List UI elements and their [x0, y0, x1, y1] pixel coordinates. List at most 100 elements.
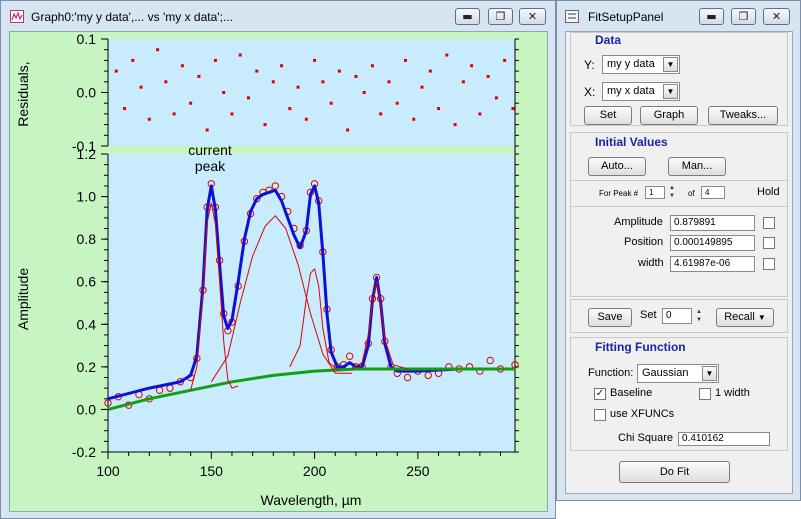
residual-point [189, 101, 193, 105]
man-button[interactable]: Man... [668, 157, 726, 176]
width-label: width [638, 257, 664, 269]
residual-point [304, 117, 308, 121]
graph-icon [10, 10, 24, 23]
use-xfuncs-label: use XFUNCs [610, 408, 675, 420]
peak-stepper-icon[interactable]: ▲ ▼ [669, 185, 675, 199]
chevron-down-icon: ▼ [663, 84, 678, 99]
x-axis-label: Wavelength, µm [261, 492, 362, 508]
graph-titlebar[interactable]: Graph0:'my y data',... vs 'my x data';..… [1, 1, 555, 31]
x-tick-label: 250 [406, 463, 430, 479]
residual-point [230, 112, 234, 116]
save-button[interactable]: Save [588, 308, 632, 327]
hold-amplitude-checkbox[interactable] [763, 217, 775, 229]
panel-icon [565, 10, 579, 23]
panel-body: Data Y: my y data ▼ X: my x data ▼ Set G… [565, 31, 793, 494]
peak2-line [210, 215, 352, 383]
panel-minimize-button[interactable]: ▬ [699, 8, 724, 25]
one-width-checkbox[interactable] [699, 388, 711, 400]
graph-window-title: Graph0:'my y data',... vs 'my x data';..… [31, 10, 233, 24]
residual-point [404, 58, 408, 62]
residual-point [395, 101, 399, 105]
x-data-popup[interactable]: my x data ▼ [602, 82, 680, 101]
panel-close-button[interactable]: ✕ [763, 8, 790, 25]
graph-window: Graph0:'my y data',... vs 'my x data';..… [0, 0, 556, 519]
residual-point [164, 80, 168, 84]
baseline-line [107, 367, 515, 411]
hold-position-checkbox[interactable] [763, 237, 775, 249]
recall-button-label: Recall [724, 311, 755, 323]
position-field[interactable]: 0.000149895 [670, 235, 755, 251]
divider [571, 206, 787, 207]
residual-point [222, 91, 226, 94]
x-label: X: [584, 85, 596, 99]
fit-setup-panel-window: FitSetupPanel ▬ ❐ ✕ Data Y: my y data ▼ … [556, 0, 801, 501]
amplitude-label: Amplitude [614, 216, 663, 228]
residual-point [180, 64, 184, 68]
y-label: Y: [584, 58, 595, 72]
function-popup[interactable]: Gaussian ▼ [637, 364, 719, 383]
restore-button[interactable]: ❐ [488, 8, 513, 25]
residual-point [123, 107, 127, 111]
peak-total-value: 4 [705, 188, 710, 197]
chi-square-value: 0.410162 [682, 433, 724, 444]
minimize-button[interactable]: ▬ [455, 8, 480, 25]
residual-y-tick-label: -0.1 [72, 138, 96, 154]
set-stepper-icon[interactable]: ▲ ▼ [696, 309, 702, 323]
use-xfuncs-checkbox[interactable] [594, 409, 606, 421]
peak-number-field[interactable]: 1 [645, 186, 665, 199]
peak3-line [289, 268, 340, 372]
residual-point [453, 123, 457, 127]
residual-point [172, 112, 176, 116]
fit-line [107, 184, 515, 401]
amplitude-value: 0.879891 [674, 217, 716, 228]
main-plot-area [108, 154, 515, 452]
residual-point [486, 74, 490, 78]
annotation-current: current [188, 142, 232, 158]
data-point [486, 356, 494, 365]
peak-number-value: 1 [649, 188, 654, 197]
residuals-plot-area [108, 39, 515, 146]
panel-restore-button[interactable]: ❐ [731, 8, 756, 25]
y-tick-label: 1.0 [77, 189, 97, 205]
residual-point [280, 64, 284, 68]
function-value: Gaussian [642, 367, 689, 379]
initial-values-section: Initial Values Auto... Man... For Peak #… [570, 132, 788, 297]
tweaks-button[interactable]: Tweaks... [708, 106, 778, 125]
baseline-checkbox[interactable]: ✓ [594, 388, 606, 400]
residual-point [263, 123, 267, 127]
residual-point [197, 74, 201, 78]
set-number-value: 0 [666, 310, 672, 321]
data-point [403, 373, 412, 382]
residual-point [494, 96, 498, 100]
graph-area: 100 150 200 250 1.2 1.0 0.8 0.6 0.4 0.2 0.0 -0.2 0.1… [9, 31, 548, 512]
auto-button[interactable]: Auto... [588, 157, 646, 176]
for-peak-label: For Peak # [599, 189, 639, 198]
y-data-popup[interactable]: my y data ▼ [602, 55, 680, 74]
residual-point [139, 85, 143, 89]
hold-width-checkbox[interactable] [763, 258, 775, 270]
y-tick-label: -0.2 [72, 444, 96, 460]
residual-point [147, 117, 151, 121]
close-button[interactable]: ✕ [519, 8, 546, 25]
residual-point [503, 58, 507, 62]
amplitude-field[interactable]: 0.879891 [670, 215, 755, 231]
residual-point [354, 74, 358, 78]
residual-point [337, 69, 341, 73]
chi-square-label: Chi Square [618, 432, 674, 444]
residual-y-tick-label: 0.0 [77, 85, 97, 101]
residual-point [428, 69, 432, 73]
residual-point [131, 58, 135, 62]
set-button[interactable]: Set [584, 106, 632, 125]
one-width-label: 1 width [715, 387, 750, 399]
peak1-line [190, 202, 239, 391]
recall-button[interactable]: Recall ▼ [716, 308, 774, 327]
chart-svg: 100 150 200 250 1.2 1.0 0.8 0.6 0.4 0.2 0.0 -0.2 0.1… [15, 32, 519, 508]
panel-titlebar[interactable]: FitSetupPanel ▬ ❐ ✕ [557, 1, 800, 31]
do-fit-button[interactable]: Do Fit [619, 461, 730, 483]
width-field[interactable]: 4.61987e-06 [670, 256, 755, 272]
data-section: Data Y: my y data ▼ X: my x data ▼ Set G… [570, 32, 788, 126]
graph-button[interactable]: Graph [640, 106, 698, 125]
set-number-field[interactable]: 0 [662, 308, 692, 324]
peak-total-field: 4 [701, 186, 725, 199]
residual-point [420, 85, 424, 89]
